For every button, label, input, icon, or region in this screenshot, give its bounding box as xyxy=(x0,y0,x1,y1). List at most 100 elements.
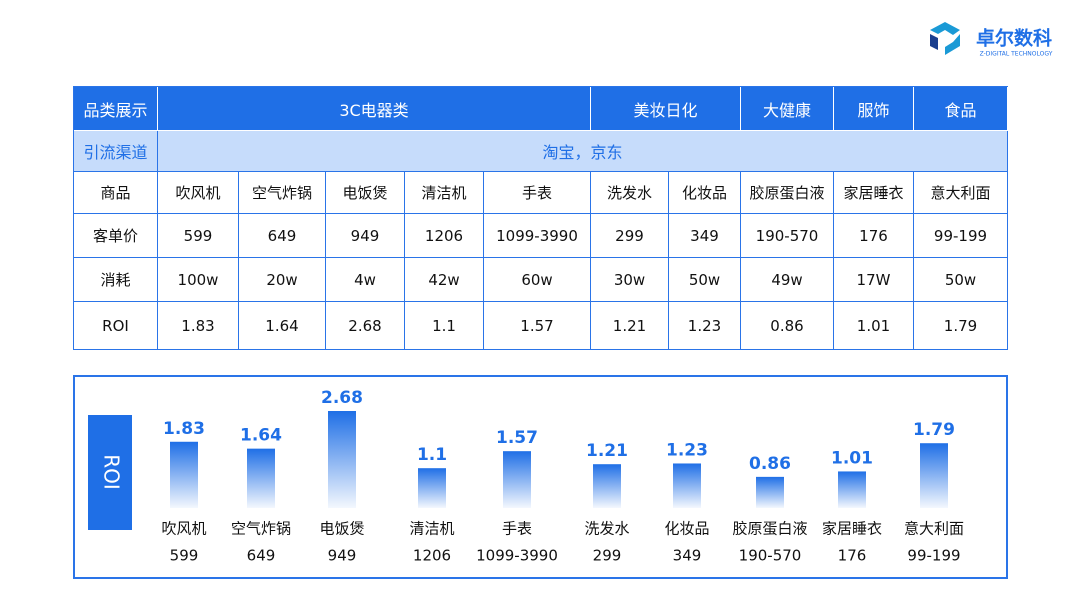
bar xyxy=(170,441,198,508)
bar xyxy=(920,443,948,508)
table-cell: 1.79 xyxy=(914,302,1008,350)
table-cell: 17W xyxy=(834,258,914,302)
bar xyxy=(503,451,531,508)
table-cell: 1206 xyxy=(405,214,484,258)
value-label: 1.21 xyxy=(586,441,628,461)
value-label: 0.86 xyxy=(749,454,791,474)
table-cell: 299 xyxy=(591,214,669,258)
table-cell: 1099-3990 xyxy=(484,214,591,258)
header-cell: 品类展示 xyxy=(74,87,158,131)
table-cell: 949 xyxy=(326,214,405,258)
value-label: 1.64 xyxy=(240,426,282,446)
header-cell: 食品 xyxy=(914,87,1008,131)
value-label: 1.1 xyxy=(417,445,447,465)
value-label: 1.83 xyxy=(163,419,205,439)
header-cell: 大健康 xyxy=(741,87,834,131)
table-cell: 4w xyxy=(326,258,405,302)
table-cell: 30w xyxy=(591,258,669,302)
category-label: 家居睡衣 xyxy=(822,520,882,538)
logo-name: 卓尔数科 xyxy=(976,27,1052,50)
table-cell: 1.23 xyxy=(669,302,741,350)
category-label: 意大利面 xyxy=(904,520,964,538)
table-cell: 1.01 xyxy=(834,302,914,350)
row-label: 消耗 xyxy=(74,258,158,302)
table-cell: 349 xyxy=(669,214,741,258)
table-cell: 2.68 xyxy=(326,302,405,350)
logo-tagline: Z-DIGITAL TECHNOLOGY xyxy=(980,51,1053,58)
bar xyxy=(593,464,621,508)
table-cell: 176 xyxy=(834,214,914,258)
value-label: 1.79 xyxy=(913,420,955,440)
value-label: 1.01 xyxy=(831,448,873,468)
table-cell: 胶原蛋白液 xyxy=(741,172,834,214)
table-cell: 清洁机 xyxy=(405,172,484,214)
table-cell: 49w xyxy=(741,258,834,302)
table-cell: 洗发水 xyxy=(591,172,669,214)
category-label: 洗发水 xyxy=(584,520,629,538)
data-table: 品类展示 3C电器类 美妆日化 大健康 服饰 食品 引流渠道 淘宝，京东 商品 吹风机 空气炸锅 电饭… xyxy=(73,86,1008,350)
bar xyxy=(673,463,701,508)
table-cell: 1.64 xyxy=(239,302,326,350)
table-cell: 意大利面 xyxy=(914,172,1008,214)
table-cell: 42w xyxy=(405,258,484,302)
category-label: 胶原蛋白液 xyxy=(732,520,807,538)
price-label: 599 xyxy=(170,547,199,565)
price-label: 949 xyxy=(328,547,357,565)
value-label: 1.57 xyxy=(496,428,538,448)
bar xyxy=(328,411,356,508)
category-label: 空气炸锅 xyxy=(231,520,291,538)
price-label: 176 xyxy=(838,547,867,565)
table-cell: 化妆品 xyxy=(669,172,741,214)
table-cell: 599 xyxy=(158,214,239,258)
row-label: ROI xyxy=(74,302,158,350)
value-label: 2.68 xyxy=(321,388,363,408)
table-cell: 100w xyxy=(158,258,239,302)
category-label: 清洁机 xyxy=(409,520,454,538)
header-cell: 美妆日化 xyxy=(591,87,741,131)
value-label: 1.23 xyxy=(666,440,708,460)
bar xyxy=(838,471,866,508)
chart-frame xyxy=(73,375,1008,579)
bar xyxy=(418,468,446,508)
category-label: 手表 xyxy=(502,520,532,538)
row-label: 客单价 xyxy=(74,214,158,258)
table-cell: 0.86 xyxy=(741,302,834,350)
price-label: 190-570 xyxy=(739,547,802,565)
bar xyxy=(247,448,275,508)
logo: 卓尔数科 Z-DIGITAL TECHNOLOGY xyxy=(930,22,1053,58)
price-label: 349 xyxy=(673,547,702,565)
table-cell: 50w xyxy=(669,258,741,302)
table-cell: 家居睡衣 xyxy=(834,172,914,214)
chart-title: ROI xyxy=(100,454,124,490)
table-cell: 空气炸锅 xyxy=(239,172,326,214)
table-cell: 吹风机 xyxy=(158,172,239,214)
title-box xyxy=(88,415,132,530)
table-cell: 手表 xyxy=(484,172,591,214)
table-cell: 1.1 xyxy=(405,302,484,350)
category-label: 吹风机 xyxy=(161,520,206,538)
category-label: 电饭煲 xyxy=(319,520,364,538)
category-label: 化妆品 xyxy=(664,520,709,538)
price-label: 1099-3990 xyxy=(476,547,558,565)
price-label: 649 xyxy=(247,547,276,565)
price-label: 99-199 xyxy=(907,547,960,565)
table-cell: 1.57 xyxy=(484,302,591,350)
table-cell: 60w xyxy=(484,258,591,302)
channel-cell: 淘宝，京东 xyxy=(158,131,1008,172)
table-cell: 电饭煲 xyxy=(326,172,405,214)
bar xyxy=(756,476,784,508)
table-cell: 649 xyxy=(239,214,326,258)
table-cell: 1.21 xyxy=(591,302,669,350)
header-cell: 服饰 xyxy=(834,87,914,131)
price-label: 299 xyxy=(593,547,622,565)
header-cell: 3C电器类 xyxy=(158,87,591,131)
table-cell: 50w xyxy=(914,258,1008,302)
price-label: 1206 xyxy=(413,547,451,565)
table-cell: 99-199 xyxy=(914,214,1008,258)
table-cell: 190-570 xyxy=(741,214,834,258)
table-cell: 1.83 xyxy=(158,302,239,350)
table-cell: 20w xyxy=(239,258,326,302)
row-label: 引流渠道 xyxy=(74,131,158,172)
